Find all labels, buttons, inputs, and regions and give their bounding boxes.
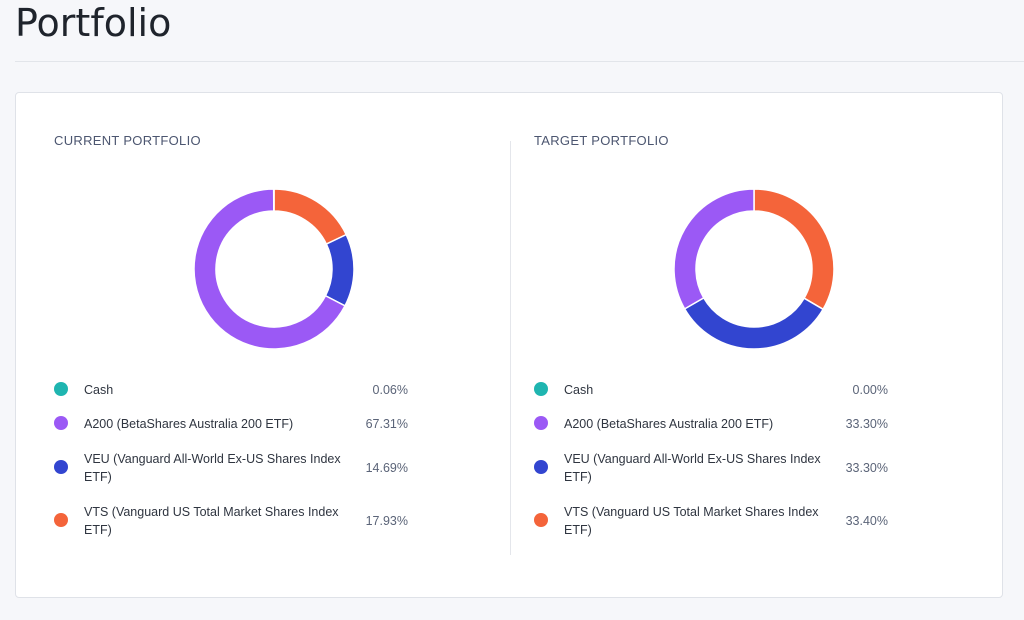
- donut-slice-veu[interactable]: [324, 233, 354, 307]
- legend-label: VTS (Vanguard US Total Market Shares Ind…: [84, 505, 339, 537]
- legend-percent: 14.69%: [365, 461, 408, 475]
- legend-percent: 33.40%: [845, 514, 888, 528]
- current-portfolio-donut-chart: [194, 189, 354, 349]
- page-title: Portfolio: [15, 1, 172, 45]
- legend-percent: 17.93%: [365, 514, 408, 528]
- donut-slice-vts[interactable]: [753, 189, 834, 311]
- legend-dot-veu: [534, 460, 548, 474]
- legend-dot-veu: [54, 460, 68, 474]
- target-portfolio-donut-chart: [674, 189, 834, 349]
- legend-dot-vts: [534, 513, 548, 527]
- title-divider: [15, 61, 1024, 62]
- legend-label: VTS (Vanguard US Total Market Shares Ind…: [564, 505, 819, 537]
- legend-label: VEU (Vanguard All-World Ex-US Shares Ind…: [564, 452, 821, 484]
- legend-label: A200 (BetaShares Australia 200 ETF): [84, 417, 294, 431]
- legend-dot-a200: [534, 416, 548, 430]
- donut-slice-vts[interactable]: [273, 189, 348, 246]
- target-portfolio-panel: TARGET PORTFOLIO Cash 0.00% A200 (BetaSh…: [534, 93, 934, 597]
- donut-slice-veu[interactable]: [683, 296, 825, 349]
- legend-dot-cash: [54, 382, 68, 396]
- legend-percent: 0.06%: [372, 383, 408, 397]
- legend-dot-cash: [534, 382, 548, 396]
- legend-percent: 67.31%: [365, 417, 408, 431]
- current-portfolio-heading: CURRENT PORTFOLIO: [54, 133, 201, 148]
- legend-dot-vts: [54, 513, 68, 527]
- legend-label: A200 (BetaShares Australia 200 ETF): [564, 417, 774, 431]
- legend-label: VEU (Vanguard All-World Ex-US Shares Ind…: [84, 452, 341, 484]
- legend-label: Cash: [84, 383, 114, 397]
- legend-percent: 33.30%: [845, 461, 888, 475]
- donut-slice-a200[interactable]: [674, 189, 755, 310]
- legend-percent: 0.00%: [852, 383, 888, 397]
- donut-slice-a200[interactable]: [194, 189, 347, 349]
- portfolio-card: CURRENT PORTFOLIO Cash 0.06% A200 (BetaS…: [15, 92, 1003, 598]
- legend-label: Cash: [564, 383, 594, 397]
- legend-percent: 33.30%: [845, 417, 888, 431]
- target-portfolio-heading: TARGET PORTFOLIO: [534, 133, 669, 148]
- current-portfolio-panel: CURRENT PORTFOLIO Cash 0.06% A200 (BetaS…: [54, 93, 454, 597]
- column-divider: [510, 141, 511, 555]
- legend-dot-a200: [54, 416, 68, 430]
